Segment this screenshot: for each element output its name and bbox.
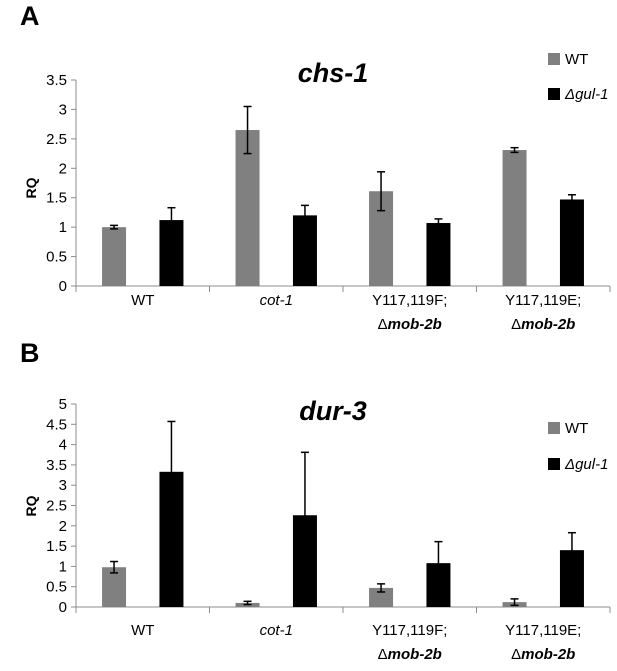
legend-label-gul1: Δgul-1 xyxy=(564,86,608,103)
y-tick-label: 1 xyxy=(59,219,67,236)
y-tick-label: 2.5 xyxy=(46,498,67,515)
x-category-label-line2: Δmob-2b xyxy=(378,646,442,663)
error-bar xyxy=(567,194,576,205)
error-bar xyxy=(243,105,252,155)
error-bar xyxy=(510,598,519,607)
error-bar xyxy=(434,218,443,228)
legend-label-wt: WT xyxy=(565,420,588,437)
error-bar xyxy=(434,540,443,586)
bar-gul1-2 xyxy=(292,215,317,286)
y-tick-label: 1 xyxy=(59,558,67,575)
y-tick-label: 0.5 xyxy=(46,249,67,266)
error-bar xyxy=(167,206,176,234)
x-category-label-line2: Δmob-2b xyxy=(511,646,575,663)
legend-swatch-gul1 xyxy=(548,458,560,470)
y-axis-label: RQ xyxy=(23,177,39,198)
bar-wt-3 xyxy=(369,587,394,607)
y-tick-label: 1.5 xyxy=(46,190,67,207)
error-bar xyxy=(377,583,386,593)
error-bar xyxy=(510,146,519,154)
x-category-label-line2: Δmob-2b xyxy=(511,316,575,333)
error-bar xyxy=(300,451,309,579)
error-bar xyxy=(243,600,252,606)
y-tick-label: 4 xyxy=(59,437,67,454)
x-category-label: Y117,119F; xyxy=(372,292,447,309)
error-bar xyxy=(300,204,309,227)
error-bar xyxy=(110,224,119,230)
error-bar xyxy=(167,420,176,523)
y-tick-label: 2 xyxy=(59,518,67,535)
chart-title: chs-1 xyxy=(298,58,369,88)
y-axis-label: RQ xyxy=(23,495,39,516)
y-tick-label: 0 xyxy=(59,278,67,295)
y-tick-label: 3.5 xyxy=(46,457,67,474)
bar-gul1-3 xyxy=(426,223,451,286)
legend-label-gul1: Δgul-1 xyxy=(564,456,608,473)
x-category-label: Y117,119E; xyxy=(505,292,581,309)
x-category-label: cot-1 xyxy=(260,292,293,309)
chart-title: dur-3 xyxy=(299,396,367,426)
y-tick-label: 3 xyxy=(59,101,67,118)
legend-swatch-wt xyxy=(548,53,560,65)
panel-letter: A xyxy=(20,1,40,31)
y-tick-label: 0 xyxy=(59,599,67,616)
x-category-label: WT xyxy=(131,622,154,639)
bar-wt-4 xyxy=(502,150,527,286)
bar-wt-1 xyxy=(102,227,127,286)
bar-gul1-4 xyxy=(559,199,584,286)
y-tick-label: 4.5 xyxy=(46,416,67,433)
y-tick-label: 1.5 xyxy=(46,538,67,555)
bar-wt-2 xyxy=(235,130,260,286)
x-category-label: Y117,119E; xyxy=(505,622,581,639)
legend-swatch-wt xyxy=(548,422,560,434)
y-tick-label: 0.5 xyxy=(46,579,67,596)
x-category-label: WT xyxy=(131,292,154,309)
x-category-label-line2: Δmob-2b xyxy=(378,316,442,333)
error-bar xyxy=(567,531,576,569)
x-category-label: cot-1 xyxy=(260,622,293,639)
error-bar xyxy=(110,560,119,574)
panel-letter: B xyxy=(20,338,40,368)
y-tick-label: 2.5 xyxy=(46,131,67,148)
error-bar xyxy=(377,171,386,212)
legend-label-wt: WT xyxy=(565,51,588,68)
legend-swatch-gul1 xyxy=(548,88,560,100)
x-category-label: Y117,119F; xyxy=(372,622,447,639)
y-tick-label: 3.5 xyxy=(46,72,67,89)
y-tick-label: 5 xyxy=(59,396,67,413)
y-tick-label: 3 xyxy=(59,477,67,494)
bar-wt-1 xyxy=(102,567,127,607)
y-tick-label: 2 xyxy=(59,160,67,177)
